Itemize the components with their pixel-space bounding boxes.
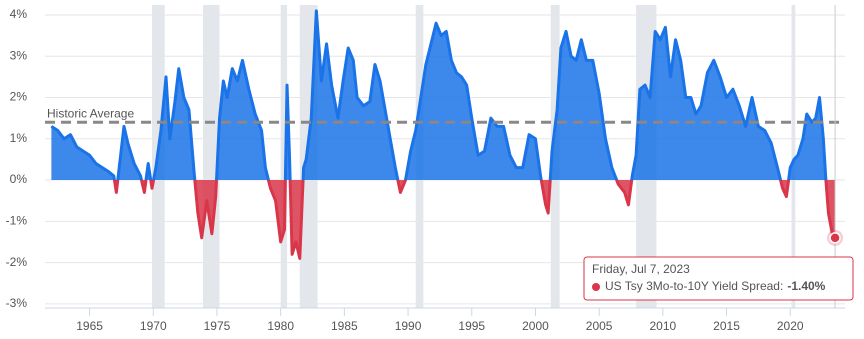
x-tick-label: 1995 <box>458 319 485 333</box>
x-tick-label: 2020 <box>777 319 804 333</box>
tooltip-text: US Tsy 3Mo-to-10Y Yield Spread: -1.40% <box>605 279 826 293</box>
tooltip-value: -1.40% <box>787 279 825 293</box>
x-tick-label: 1980 <box>267 319 294 333</box>
x-tick-label: 1975 <box>204 319 231 333</box>
y-tick-label: -1% <box>6 213 28 227</box>
y-tick-label: 3% <box>10 48 28 62</box>
plot: Historic Average <box>45 9 845 260</box>
area <box>51 10 826 181</box>
x-tick-label: 1965 <box>76 319 103 333</box>
recession-band <box>791 5 796 308</box>
x-tick-label: 1990 <box>395 319 422 333</box>
average-label: Historic Average <box>47 106 134 120</box>
tooltip-title: Friday, Jul 7, 2023 <box>592 262 690 276</box>
recession-band <box>202 5 220 308</box>
y-tick-label: 4% <box>10 7 28 21</box>
x-tick-label: 2015 <box>713 319 740 333</box>
y-tick-label: 0% <box>10 172 28 186</box>
y-tick-label: -3% <box>6 296 28 310</box>
tooltip-dot <box>592 283 600 291</box>
recession-band <box>280 5 288 308</box>
axes: -3% -2% -1% 0% 1% 2% 3% 4% 1965 1970 1975 1980 1985 1… <box>6 7 845 333</box>
tooltip: Friday, Jul 7, 2023 US Tsy 3Mo-to-10Y Yie… <box>583 5 854 308</box>
x-tick-label: 1970 <box>140 319 167 333</box>
x-tick-label: 2005 <box>586 319 613 333</box>
tooltip-label: US Tsy 3Mo-to-10Y Yield Spread: <box>605 279 783 293</box>
line <box>50 9 828 181</box>
y-tick-label: -2% <box>6 255 28 269</box>
highlight-point <box>829 232 841 244</box>
y-tick-label: 2% <box>10 90 28 104</box>
x-tick-label: 2010 <box>649 319 676 333</box>
x-tick-label: 1985 <box>331 319 358 333</box>
x-tick-label: 2000 <box>522 319 549 333</box>
y-tick-label: 1% <box>10 131 28 145</box>
tooltip-box <box>583 256 854 301</box>
